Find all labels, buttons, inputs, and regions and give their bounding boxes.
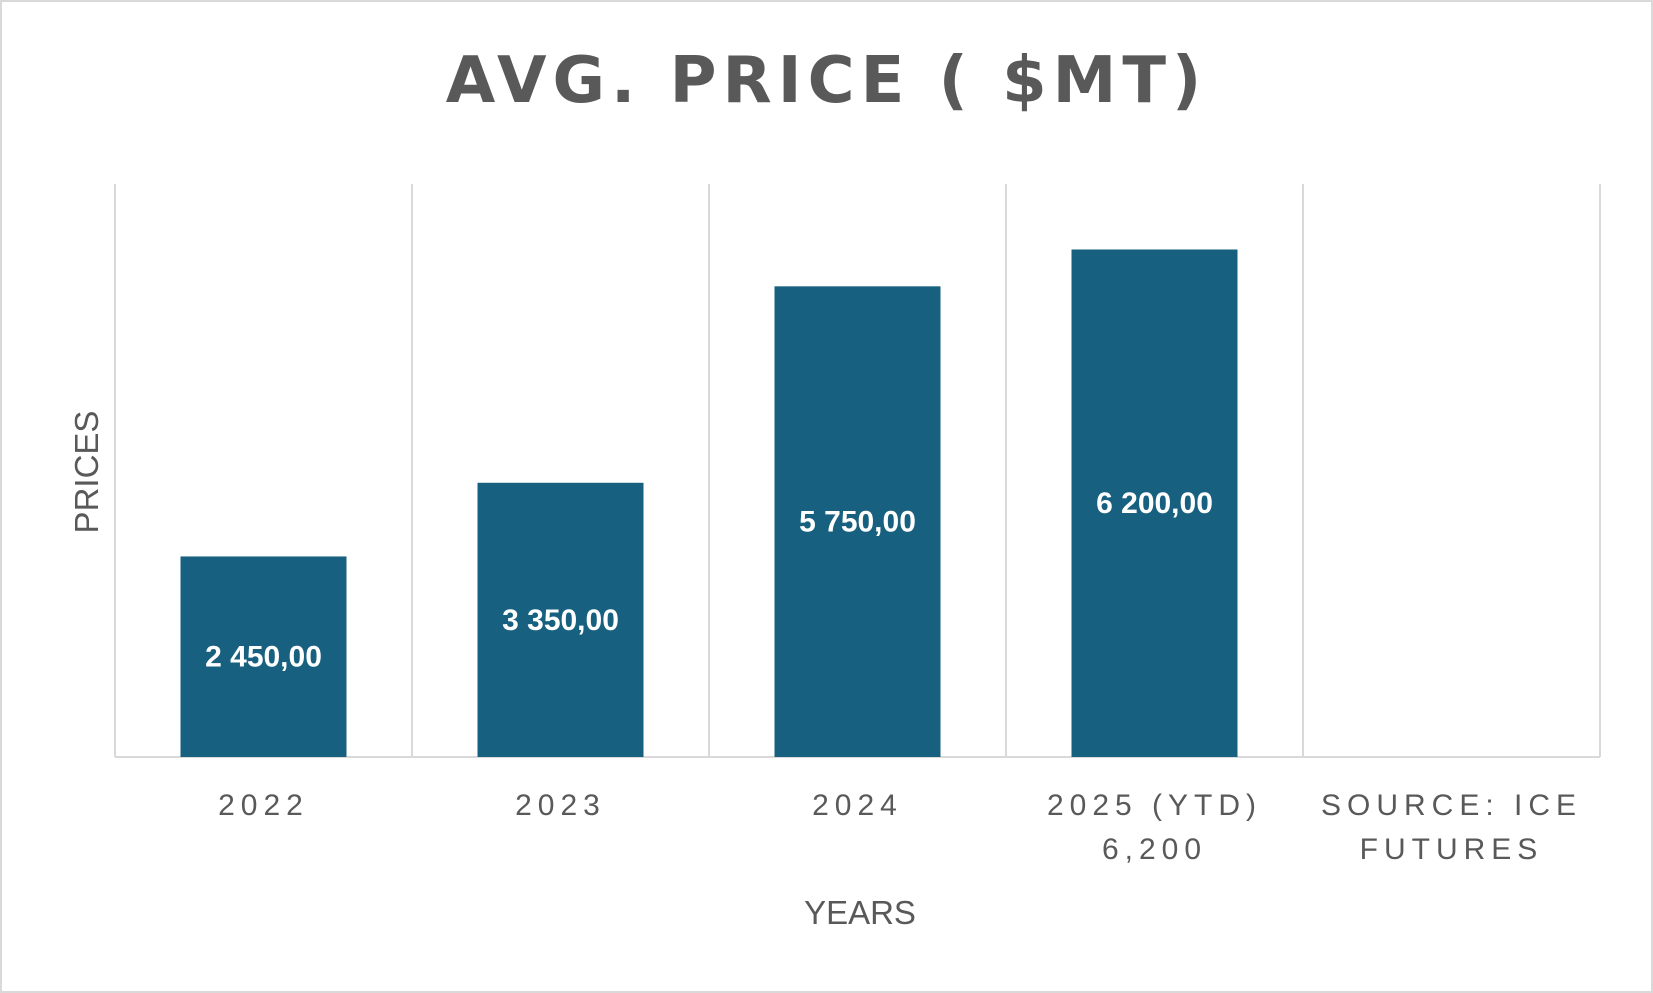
y-axis-title: PRICES xyxy=(68,411,105,534)
bar xyxy=(774,286,941,757)
data-label: 6 200,00 xyxy=(1096,487,1213,520)
data-label: 5 750,00 xyxy=(799,506,916,539)
bar xyxy=(477,482,644,757)
data-label: 3 350,00 xyxy=(502,604,619,637)
x-tick-label: 6,200 xyxy=(1102,833,1207,866)
bar xyxy=(1071,249,1238,757)
x-tick-label: 2023 xyxy=(515,789,606,822)
x-tick-label: 2025 (YTD) xyxy=(1047,789,1262,822)
x-tick-label: FUTURES xyxy=(1360,833,1544,866)
x-tick-label: SOURCE: ICE xyxy=(1321,789,1582,822)
chart-title: AVG. PRICE ( $MT) xyxy=(445,44,1208,118)
data-label: 2 450,00 xyxy=(205,641,322,674)
x-axis-title: YEARS xyxy=(804,894,916,931)
x-tick-label: 2022 xyxy=(218,789,309,822)
x-tick-label: 2024 xyxy=(812,789,903,822)
bar xyxy=(180,556,347,757)
